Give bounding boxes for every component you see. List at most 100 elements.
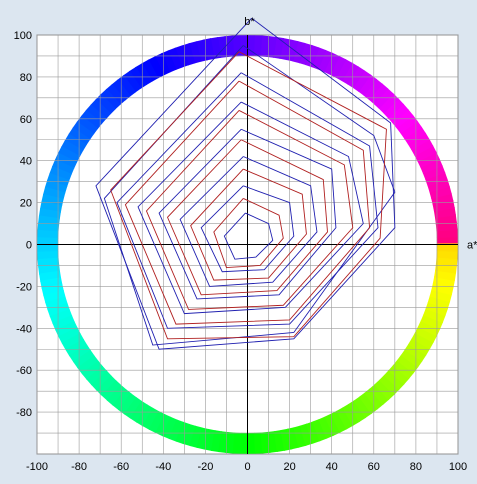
hue-ring-segment [422, 165, 446, 181]
hue-ring-segment [106, 384, 127, 406]
series-line-blue [95, 17, 396, 350]
hue-ring-segment [77, 355, 99, 375]
hue-ring-segment [188, 41, 202, 64]
hue-ring-segment [383, 98, 404, 119]
x-axis-label: a* [467, 240, 477, 252]
y-tick-label: 100 [14, 30, 32, 42]
hue-ring-segment [363, 78, 383, 101]
x-tick-label: 100 [449, 461, 467, 473]
series-line-blue [116, 72, 379, 329]
hue-ring-segment [436, 236, 458, 245]
hue-ring-segment [122, 70, 142, 93]
hue-ring-segment [100, 88, 121, 110]
hue-ring-segment [49, 166, 72, 181]
hue-ring-segment [72, 349, 95, 369]
hue-ring-segment [47, 302, 70, 318]
hue-ring-segment [436, 250, 458, 260]
x-tick-label: -60 [113, 461, 129, 473]
hue-ring-segment [429, 289, 453, 303]
hue-ring-segment [435, 256, 458, 267]
hue-ring-segment [37, 244, 59, 253]
hue-ring-segment [358, 74, 378, 96]
y-tick-label: 20 [20, 198, 32, 210]
y-tick-label: 60 [20, 114, 32, 126]
x-tick-label: -40 [155, 461, 171, 473]
hue-ring-segment [168, 419, 184, 442]
series-line-blue [103, 45, 396, 346]
hue-ring-segment [368, 83, 389, 105]
hue-ring-segment [167, 47, 183, 71]
hue-ring-segment [58, 327, 81, 344]
hue-ring-segment [352, 70, 372, 92]
hue-ring-segment [306, 421, 321, 444]
hue-ring-segment [341, 62, 360, 85]
hue-ring-segment [161, 416, 178, 440]
hue-ring-segment [86, 365, 108, 386]
hue-ring-segment [117, 75, 137, 97]
hue-ring-segment [378, 93, 399, 114]
series-line-blue [137, 101, 364, 315]
y-tick-label: -60 [16, 365, 32, 377]
hue-ring-segment [105, 84, 126, 106]
hue-ring-segment [142, 407, 160, 430]
hue-ring-segment [253, 35, 263, 57]
series-line-red [110, 51, 387, 340]
hue-ring-segment [43, 290, 66, 304]
hue-ring-segment [427, 295, 451, 310]
x-tick-label: -20 [197, 461, 213, 473]
y-axis-label: b* [244, 16, 255, 28]
hue-ring-segment [414, 145, 437, 162]
hue-ring-segment [347, 66, 366, 89]
hue-ring-segment [95, 93, 116, 115]
hue-ring-segment [292, 40, 306, 64]
x-tick-labels: -100 -80 -60 -40 -20 0 20 40 60 80 100 [26, 461, 467, 473]
hue-ring-segment [324, 413, 341, 436]
hue-ring-segment [154, 53, 171, 76]
hue-ring-segment [400, 120, 423, 140]
hue-ring-segment [37, 251, 59, 261]
hue-ring-segment [42, 186, 66, 200]
hue-ring-segment [329, 55, 347, 79]
hue-ring-segment [383, 369, 405, 391]
series-group [95, 17, 396, 350]
hue-ring-segment [411, 332, 434, 350]
hue-ring-segment [342, 403, 360, 426]
hue-ring-segment [174, 45, 189, 68]
series-line-blue [158, 128, 337, 300]
hue-ring-segment [420, 314, 444, 330]
hue-ring-segment [427, 178, 450, 193]
hue-ring-segment [404, 343, 427, 362]
hue-ring-segment [396, 354, 419, 374]
hue-ring-segment [429, 185, 452, 199]
hue-ring-segment [436, 228, 458, 238]
hue-ring-segment [411, 138, 434, 156]
hue-ring-segment [254, 432, 264, 454]
hue-ring-segment [335, 59, 353, 82]
hue-ring-segment [55, 321, 78, 338]
hue-ring-segment [247, 432, 256, 454]
y-tick-label: -80 [16, 407, 32, 419]
hue-ring-segment [246, 35, 255, 57]
hue-ring-segment [112, 388, 132, 411]
series-line-red [145, 110, 354, 310]
hue-ring-segment [90, 98, 112, 120]
hue-ring-segment [135, 63, 153, 86]
hue-ring-segment [358, 392, 378, 414]
hue-ring-segment [311, 47, 327, 70]
hue-ring-segment [37, 229, 59, 239]
hue-ring-segment [225, 432, 236, 454]
hue-ring-segment [232, 432, 242, 454]
series-line-blue [223, 212, 274, 260]
hue-ring-segment [49, 308, 73, 324]
hue-ring-segment [374, 379, 395, 401]
hue-ring-segment [400, 349, 423, 368]
hue-ring-segment [68, 127, 91, 146]
hue-ring-segment [148, 410, 166, 434]
hue-ring-segment [298, 42, 313, 66]
hue-ring-segment [72, 121, 95, 140]
hue-ring-segment [423, 308, 446, 323]
hue-ring-segment [369, 383, 390, 405]
hue-ring-segment [91, 370, 112, 391]
hue-ring-segment [37, 222, 60, 233]
